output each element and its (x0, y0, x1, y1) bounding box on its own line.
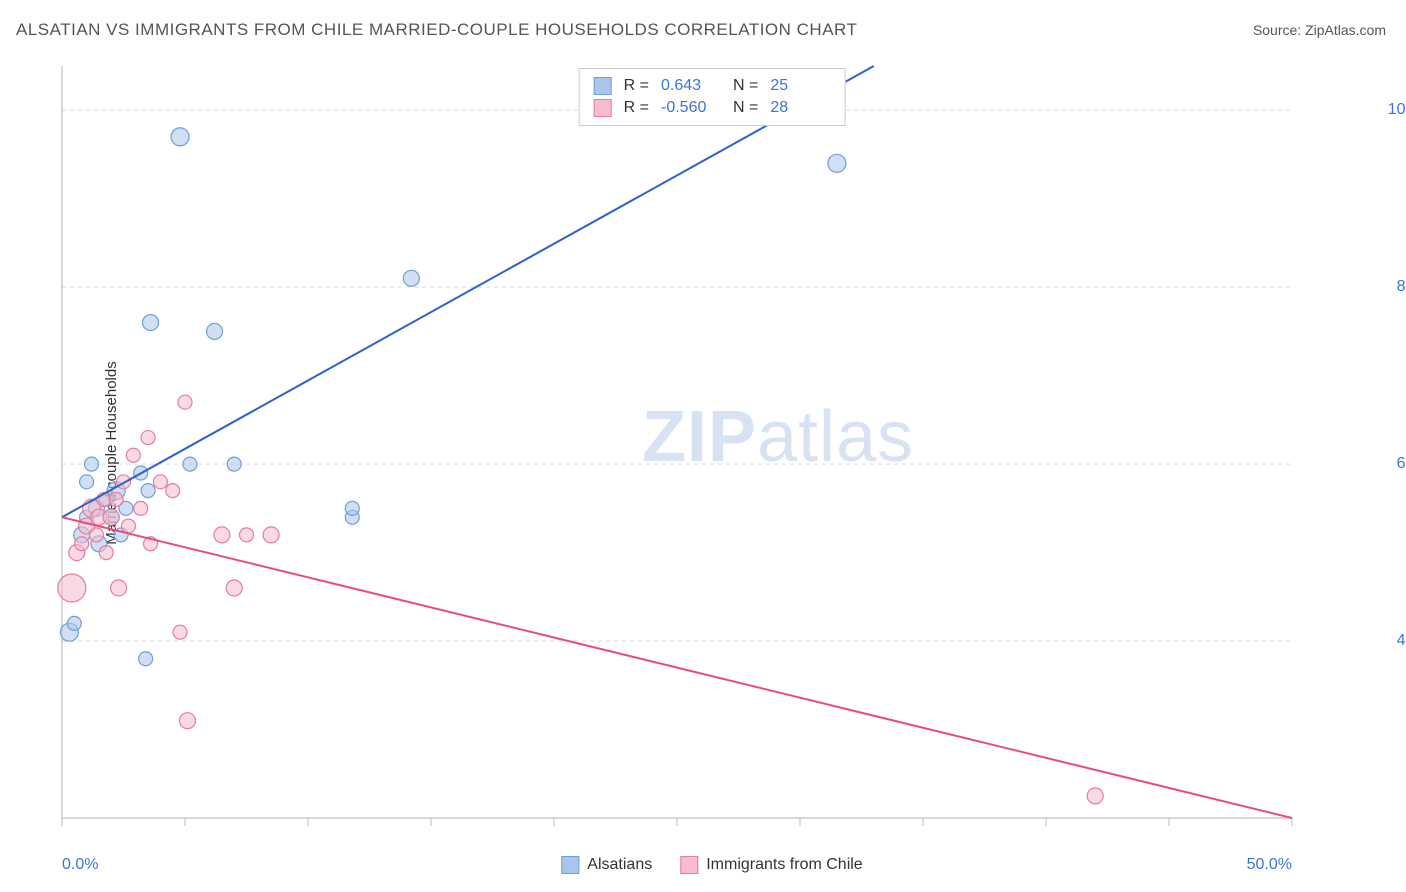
data-point (143, 315, 159, 331)
data-point (166, 484, 180, 498)
correlation-legend: R = 0.643 N = 25 R = -0.560 N = 28 (579, 68, 846, 126)
y-tick-label: 40.0% (1397, 632, 1406, 650)
data-point (126, 448, 140, 462)
data-point (183, 457, 197, 471)
data-point (179, 713, 195, 729)
r-label: R = (624, 77, 649, 95)
series-legend-label: Alsatians (587, 856, 652, 874)
legend-swatch (561, 856, 579, 874)
r-label: R = (624, 99, 649, 117)
data-point (99, 546, 113, 560)
data-point (178, 395, 192, 409)
x-tick-label: 0.0% (62, 856, 98, 874)
r-value: -0.560 (661, 99, 721, 117)
data-point (263, 527, 279, 543)
data-point (67, 616, 81, 630)
data-point (227, 457, 241, 471)
chart-area: Married-couple Households ZIPatlas R =0.… (52, 58, 1372, 848)
n-value: 25 (770, 77, 830, 95)
n-label: N = (733, 99, 758, 117)
data-point (134, 501, 148, 515)
data-point (103, 509, 119, 525)
data-point (240, 528, 254, 542)
correlation-legend-row: R = -0.560 N = 28 (594, 97, 831, 119)
x-tick-label: 50.0% (1247, 856, 1292, 874)
data-point (214, 527, 230, 543)
data-point (89, 528, 103, 542)
data-point (109, 493, 123, 507)
data-point (173, 625, 187, 639)
scatter-plot (52, 58, 1372, 848)
data-point (80, 475, 94, 489)
data-point (828, 154, 846, 172)
chart-title: ALSATIAN VS IMMIGRANTS FROM CHILE MARRIE… (16, 20, 857, 40)
data-point (171, 128, 189, 146)
data-point (75, 537, 89, 551)
r-value: 0.643 (661, 77, 721, 95)
source-attribution: Source: ZipAtlas.com (1253, 22, 1386, 38)
series-legend-item: Alsatians (561, 856, 652, 874)
regression-line (62, 517, 1292, 818)
n-label: N = (733, 77, 758, 95)
legend-swatch (594, 77, 612, 95)
y-tick-label: 100.0% (1388, 101, 1406, 119)
data-point (58, 574, 86, 602)
data-point (226, 580, 242, 596)
legend-swatch (594, 99, 612, 117)
legend-swatch (680, 856, 698, 874)
data-point (139, 652, 153, 666)
series-legend: Alsatians Immigrants from Chile (561, 856, 862, 874)
data-point (345, 501, 359, 515)
y-tick-label: 80.0% (1397, 278, 1406, 296)
data-point (207, 323, 223, 339)
correlation-legend-row: R = 0.643 N = 25 (594, 75, 831, 97)
data-point (403, 270, 419, 286)
data-point (141, 484, 155, 498)
data-point (111, 580, 127, 596)
data-point (85, 457, 99, 471)
data-point (153, 475, 167, 489)
y-tick-label: 60.0% (1397, 455, 1406, 473)
data-point (121, 519, 135, 533)
series-legend-item: Immigrants from Chile (680, 856, 862, 874)
series-legend-label: Immigrants from Chile (706, 856, 862, 874)
data-point (1087, 788, 1103, 804)
data-point (141, 431, 155, 445)
n-value: 28 (770, 99, 830, 117)
